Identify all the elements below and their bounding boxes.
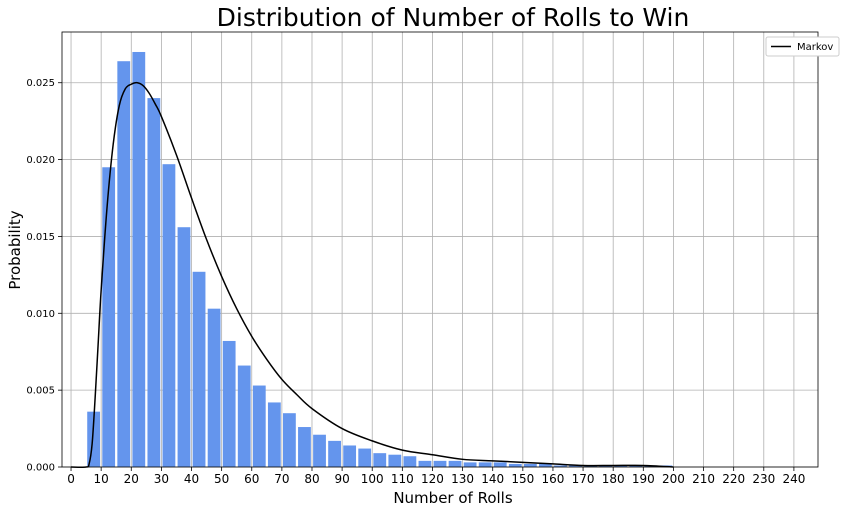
histogram-bar [373, 453, 387, 467]
histogram-bar [508, 463, 522, 467]
histogram-bar [177, 227, 191, 467]
x-tick-label: 120 [421, 472, 444, 486]
histogram-bar [493, 462, 507, 467]
histogram-bar [162, 164, 176, 468]
plot-area [61, 31, 819, 468]
bars [87, 51, 673, 468]
histogram-bar [283, 413, 296, 467]
x-tick-label: 100 [361, 472, 384, 486]
histogram-bar [252, 385, 266, 467]
histogram-bar [237, 365, 251, 467]
legend-box [765, 36, 840, 57]
plot-background [62, 32, 818, 467]
line-series [71, 81, 674, 468]
x-tick-label: 160 [541, 472, 564, 486]
histogram-bar [554, 465, 567, 467]
y-tick-label: 0.015 [26, 232, 55, 243]
y-tick-label: 0.020 [26, 155, 55, 166]
histogram-bar [569, 465, 582, 467]
histogram-bar [523, 463, 537, 467]
chart-title: Distribution of Number of Rolls to Win [217, 3, 690, 32]
x-axis-ticks: 0 10 20 30 40 50 60 70 80 90 100 110 120 130 140 150 160… [67, 467, 805, 486]
x-tick-label: 200 [662, 472, 685, 486]
x-axis-label: Number of Rolls [393, 489, 513, 507]
legend-label-markov: Markov [797, 42, 833, 53]
histogram-bar [614, 465, 628, 467]
x-tick-label: 40 [184, 472, 199, 486]
y-axis-label: Probability [6, 210, 24, 289]
x-tick-label: 230 [752, 472, 775, 486]
histogram-bar [358, 448, 372, 467]
x-tick-label: 90 [334, 472, 349, 486]
histogram-bar [463, 462, 477, 467]
x-tick-label: 60 [244, 472, 259, 486]
x-tick-label: 190 [632, 472, 655, 486]
y-tick-label: 0.025 [26, 78, 55, 89]
x-tick-label: 10 [94, 472, 109, 486]
x-tick-label: 150 [511, 472, 534, 486]
legend: Markov [765, 36, 840, 57]
histogram-bar [147, 98, 161, 468]
plot-frame [61, 31, 819, 468]
x-tick-label: 110 [391, 472, 414, 486]
histogram-bar [388, 454, 402, 467]
y-tick-label: 0.000 [26, 463, 55, 474]
y-tick-label: 0.010 [26, 309, 55, 320]
x-tick-label: 30 [154, 472, 169, 486]
histogram-bar [117, 61, 131, 467]
x-tick-label: 220 [722, 472, 745, 486]
x-tick-label: 70 [274, 472, 289, 486]
x-tick-label: 20 [124, 472, 139, 486]
histogram-bar [267, 402, 281, 467]
histogram-bar [403, 456, 417, 467]
x-tick-label: 130 [451, 472, 474, 486]
y-axis-ticks: 0.000 0.005 0.010 0.015 0.020 0.025 [26, 78, 62, 474]
histogram-bar [328, 440, 341, 467]
x-tick-label: 140 [481, 472, 504, 486]
histogram-bar [433, 460, 447, 467]
x-tick-label: 240 [782, 472, 805, 486]
x-tick-label: 180 [602, 472, 625, 486]
histogram-bar [418, 460, 432, 467]
histogram-bar [448, 460, 462, 467]
x-tick-label: 0 [67, 472, 75, 486]
histogram-bar [132, 51, 146, 467]
histogram-bar [478, 462, 492, 467]
histogram-bar [313, 434, 326, 467]
x-tick-label: 50 [214, 472, 229, 486]
y-tick-label: 0.005 [26, 386, 55, 397]
histogram-bar [539, 463, 552, 467]
histogram-bar [102, 167, 116, 467]
histogram-bar [629, 465, 643, 467]
x-tick-label: 170 [572, 472, 595, 486]
histogram-bar [343, 445, 357, 467]
markov-line [71, 81, 674, 468]
histogram-bar [298, 427, 311, 467]
histogram-bar [192, 271, 206, 467]
histogram-bar [207, 308, 221, 467]
x-tick-label: 80 [304, 472, 319, 486]
x-tick-label: 210 [692, 472, 715, 486]
histogram-bar [222, 340, 236, 467]
